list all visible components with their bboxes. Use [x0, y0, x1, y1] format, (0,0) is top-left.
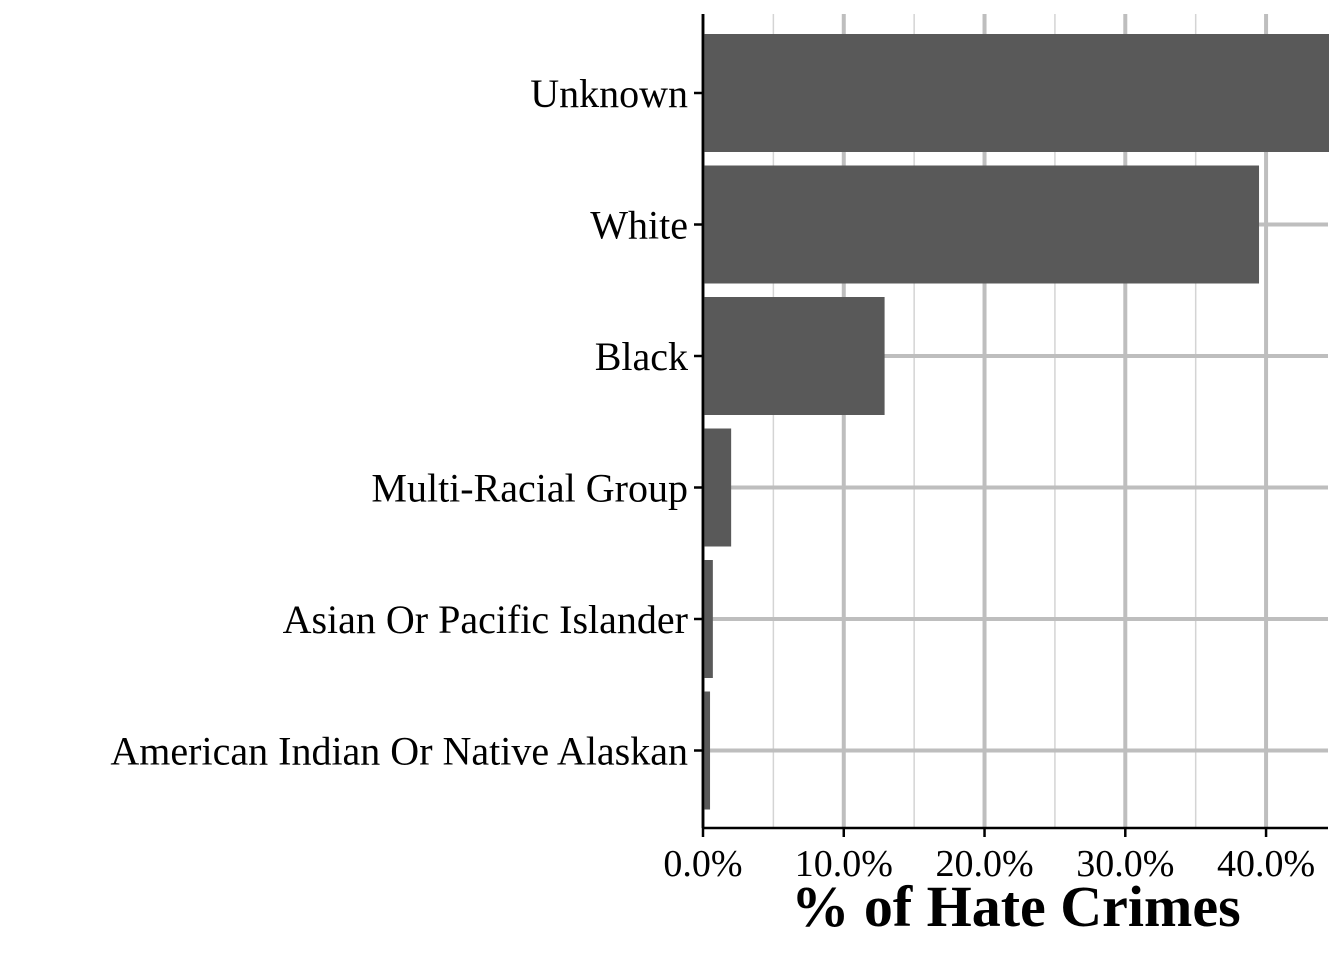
bar [703, 165, 1260, 284]
category-label: Black [595, 334, 688, 379]
axes [694, 14, 1328, 837]
category-label: Asian Or Pacific Islander [283, 597, 688, 642]
category-label: Unknown [530, 71, 688, 116]
bar [703, 34, 1329, 152]
bars [703, 34, 1329, 810]
x-tick-label: 10.0% [795, 843, 893, 885]
x-tick-label: 20.0% [935, 843, 1033, 885]
category-label: White [590, 203, 688, 248]
x-tick-label: 30.0% [1076, 843, 1174, 885]
category-label: Multi-Racial Group [371, 466, 688, 511]
bar [703, 297, 885, 415]
bar [703, 428, 732, 547]
category-label: American Indian Or Native Alaskan [110, 729, 688, 774]
x-tick-label: 0.0% [663, 843, 742, 885]
axis-labels: Unknown White Black Multi-Racial Group Asian… [110, 71, 1315, 885]
bar [703, 560, 713, 678]
bar [703, 691, 711, 810]
x-axis-title: % of Hate Crimes [791, 874, 1240, 939]
x-tick-label: 40.0% [1217, 843, 1315, 885]
